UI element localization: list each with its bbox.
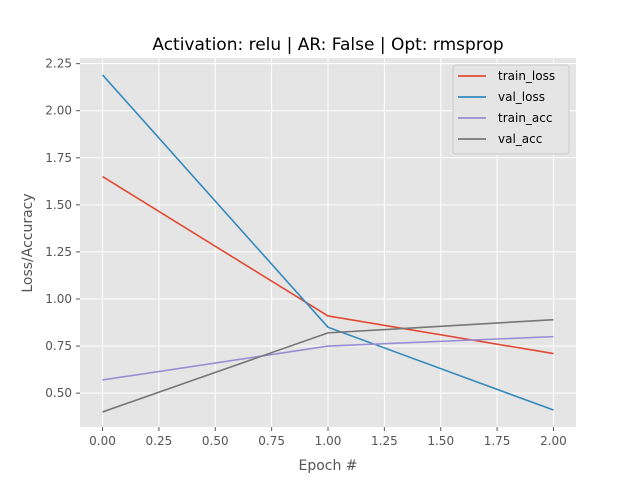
- x-tick-label: 1.00: [315, 434, 342, 448]
- x-tick-label: 0.50: [202, 434, 229, 448]
- chart-title: Activation: relu | AR: False | Opt: rmsp…: [152, 35, 503, 55]
- series-line-val-loss: [101, 74, 554, 411]
- legend-label: train_acc: [498, 111, 552, 125]
- y-tick-label: 1.75: [45, 151, 72, 165]
- x-axis-ticks: 0.00 0.25 0.50 0.75 1.00 1.25 1.50 1.75 2.00: [89, 427, 567, 448]
- series-line-train-acc: [102, 335, 554, 381]
- legend-box: [452, 64, 570, 155]
- x-tick-label: 0.75: [258, 434, 285, 448]
- y-tick-label: 1.25: [45, 245, 72, 259]
- x-tick-label: 1.25: [371, 434, 398, 448]
- y-tick-label: 0.50: [45, 386, 72, 400]
- x-tick-label: 0.00: [89, 434, 116, 448]
- x-tick-label: 1.50: [427, 434, 454, 448]
- y-tick-label: 0.75: [45, 339, 72, 353]
- legend-label: val_acc: [498, 132, 542, 146]
- x-tick-label: 1.75: [484, 434, 511, 448]
- series-lines: [101, 74, 554, 413]
- y-axis-label: Loss/Accuracy: [20, 193, 36, 292]
- x-tick-label: 0.25: [146, 434, 173, 448]
- series-line-val-acc: [102, 318, 554, 413]
- series-line-train-loss: [102, 175, 554, 355]
- legend-label: val_loss: [498, 90, 545, 104]
- legend-label: train_loss: [498, 69, 555, 83]
- y-tick-label: 1.50: [45, 198, 72, 212]
- y-tick-label: 2.00: [45, 104, 72, 118]
- y-tick-label: 2.25: [45, 57, 72, 71]
- y-axis-ticks: 0.50 0.75 1.00 1.25 1.50 1.75 2.00 2.25: [45, 57, 80, 400]
- x-axis-label: Epoch #: [298, 458, 357, 474]
- y-tick-label: 1.00: [45, 292, 72, 306]
- legend: train_loss val_loss train_acc val_acc: [452, 64, 570, 155]
- x-tick-label: 2.00: [540, 434, 567, 448]
